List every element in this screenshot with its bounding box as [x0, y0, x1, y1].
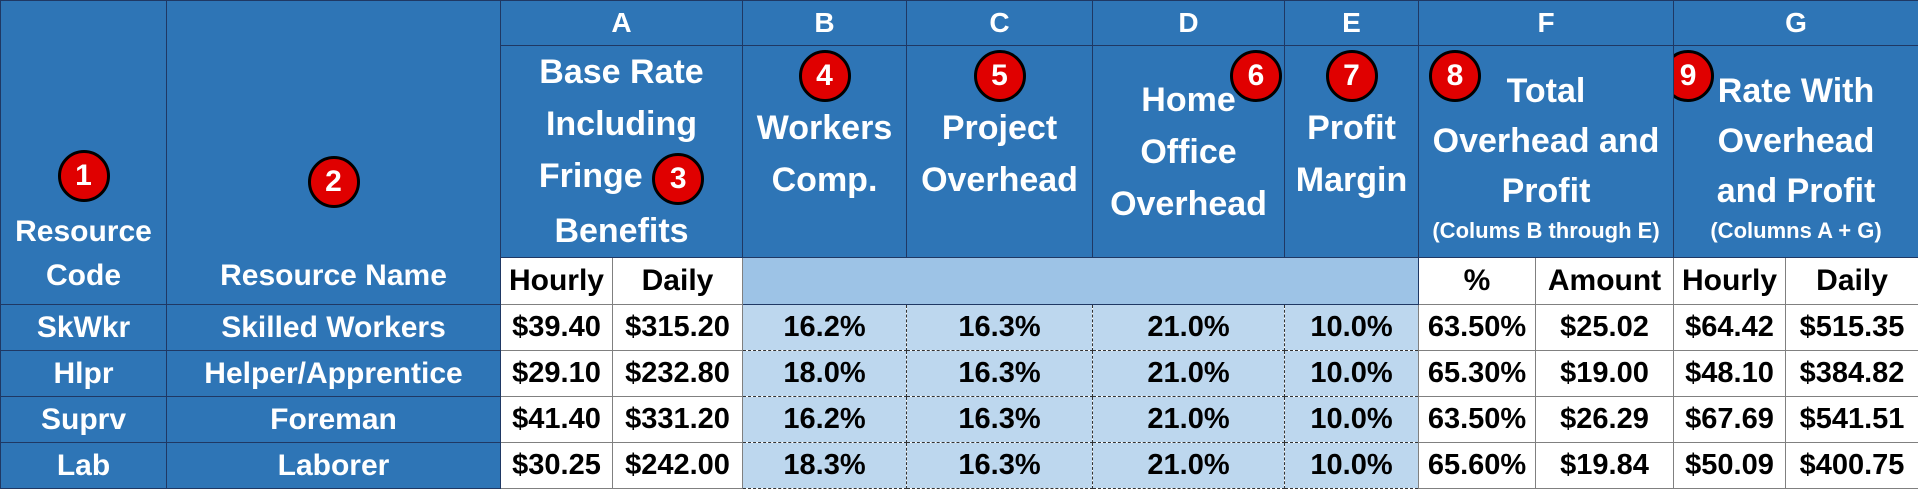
resource-code: SkWkr [0, 304, 167, 351]
workers-comp: 18.0% [742, 350, 908, 397]
total-overhead-pct: 63.50% [1418, 304, 1537, 351]
total-overhead-amount: $25.02 [1535, 304, 1675, 351]
badge-3: 3 [652, 152, 705, 205]
project-overhead: 16.3% [906, 304, 1094, 351]
resource-code-header: 1 Resource Code [0, 0, 167, 305]
total-overhead-pct: 65.30% [1418, 350, 1537, 397]
resource-name: Helper/Apprentice [166, 350, 501, 397]
column-letter-b: B [742, 0, 908, 46]
rate-daily: $400.75 [1785, 442, 1918, 489]
resource-name: Laborer [166, 442, 501, 489]
total-overhead-amount: $26.29 [1535, 396, 1675, 443]
column-letter-c: C [906, 0, 1094, 46]
badge-4: 4 [798, 50, 851, 102]
total-overhead-pct: 65.60% [1418, 442, 1537, 489]
g-daily-subheader: Daily [1785, 257, 1918, 305]
rate-hourly: $67.69 [1673, 396, 1787, 443]
base-daily: $242.00 [611, 442, 744, 489]
total-overhead-amount: $19.00 [1535, 350, 1675, 397]
badge-5: 5 [973, 50, 1026, 102]
badge-1: 1 [57, 150, 110, 202]
total-overhead-amount: $19.84 [1535, 442, 1675, 489]
rate-hourly: $48.10 [1673, 350, 1787, 397]
resource-code: Lab [0, 442, 167, 489]
badge-8: 8 [1429, 50, 1482, 102]
workers-comp: 16.2% [742, 396, 908, 443]
column-letter-g: G [1673, 0, 1918, 46]
project-overhead: 16.3% [906, 442, 1094, 489]
rate-daily: $541.51 [1785, 396, 1918, 443]
badge-6: 6 [1230, 50, 1283, 102]
home-office-overhead: 21.0% [1092, 442, 1286, 489]
base-hourly: $29.10 [500, 350, 613, 397]
home-office-overhead: 21.0% [1092, 396, 1286, 443]
resource-name-header: 2 Resource Name [166, 0, 501, 305]
column-letter-d: D [1092, 0, 1286, 46]
rate-daily: $384.82 [1785, 350, 1918, 397]
profit-margin-header: 7 Profit Margin [1284, 45, 1420, 258]
table-row: Lab Laborer $30.25 $242.00 18.3% 16.3% 2… [0, 442, 1918, 489]
base-daily: $331.20 [611, 396, 744, 443]
home-office-overhead: 21.0% [1092, 350, 1286, 397]
table-row: Hlpr Helper/Apprentice $29.10 $232.80 18… [0, 350, 1918, 397]
rate-hourly: $64.42 [1673, 304, 1787, 351]
a-hourly-subheader: Hourly [500, 257, 613, 305]
workers-comp: 16.2% [742, 304, 908, 351]
base-rate-header: Base Rate Including Fringe 3 Benefits [499, 45, 744, 258]
column-letter-f: F [1418, 0, 1675, 46]
home-office-overhead-header: 6 Home Office Overhead [1092, 45, 1286, 258]
badge-2: 2 [307, 156, 360, 208]
column-letter-e: E [1284, 0, 1420, 46]
resource-name: Skilled Workers [166, 304, 501, 351]
base-daily: $232.80 [611, 350, 744, 397]
home-office-overhead: 21.0% [1092, 304, 1286, 351]
project-overhead: 16.3% [906, 350, 1094, 397]
profit-margin: 10.0% [1284, 350, 1420, 397]
badge-7: 7 [1325, 50, 1378, 102]
workers-comp-header: 4 Workers Comp. [742, 45, 908, 258]
workers-comp: 18.3% [742, 442, 908, 489]
rate-daily: $515.35 [1785, 304, 1918, 351]
resource-code: Suprv [0, 396, 167, 443]
total-overhead-pct: 63.50% [1418, 396, 1537, 443]
blank-subheader [742, 257, 1420, 305]
a-daily-subheader: Daily [611, 257, 744, 305]
rate-hourly: $50.09 [1673, 442, 1787, 489]
table-row: SkWkr Skilled Workers $39.40 $315.20 16.… [0, 304, 1918, 351]
f-amount-subheader: Amount [1535, 257, 1675, 305]
f-percent-subheader: % [1418, 257, 1537, 305]
base-daily: $315.20 [611, 304, 744, 351]
column-letter-a: A [499, 0, 744, 46]
base-hourly: $30.25 [500, 442, 613, 489]
rate-with-overhead-header: 9 Rate With Overhead and Profit (Columns… [1673, 45, 1918, 258]
g-hourly-subheader: Hourly [1673, 257, 1787, 305]
profit-margin: 10.0% [1284, 304, 1420, 351]
profit-margin: 10.0% [1284, 442, 1420, 489]
base-hourly: $41.40 [500, 396, 613, 443]
resource-name: Foreman [166, 396, 501, 443]
project-overhead: 16.3% [906, 396, 1094, 443]
profit-margin: 10.0% [1284, 396, 1420, 443]
total-overhead-header: 8 Total Overhead and Profit (Colums B th… [1418, 45, 1675, 258]
resource-code: Hlpr [0, 350, 167, 397]
project-overhead-header: 5 Project Overhead [906, 45, 1094, 258]
badge-9: 9 [1674, 50, 1715, 102]
base-hourly: $39.40 [500, 304, 613, 351]
table-row: Suprv Foreman $41.40 $331.20 16.2% 16.3%… [0, 396, 1918, 443]
